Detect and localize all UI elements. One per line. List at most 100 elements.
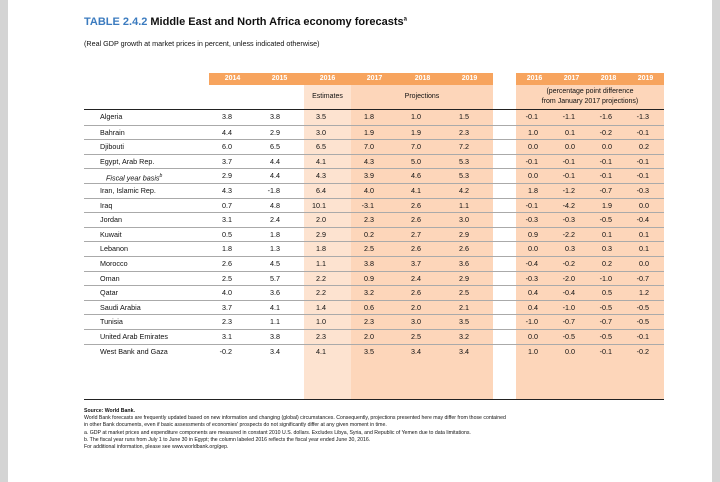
growth-value: 4.6 [411,171,421,181]
table-row: Iraq 0.7 4.8 10.1 -3.1 2.6 1.1 -0.1 -4.2 1.9 0.0 [84,197,664,214]
growth-value: 2.9 [222,171,232,181]
growth-value: 3.8 [364,259,374,268]
growth-value: 1.1 [270,317,280,327]
growth-value: 3.5 [459,317,469,327]
difference-value: 0.4 [528,302,538,312]
growth-value: 5.3 [459,156,469,166]
difference-value: 0.4 [528,288,538,298]
difference-value: -0.5 [636,317,649,327]
country-name: Jordan [100,213,122,228]
table-notes: Source: World Bank. World Bank forecasts… [84,408,664,451]
growth-value: 7.0 [411,142,421,152]
growth-value: 2.0 [364,332,374,341]
table-page: TABLE 2.4.2 Middle East and North Africa … [84,16,664,450]
difference-value: -0.7 [562,317,575,327]
table-row: Morocco 2.6 4.5 1.1 3.8 3.7 3.6 -0.4 -0.2 0.2 0.0 [84,256,664,272]
forecast-table: 2014 2015 2016 2017 2018 2019 2016 2017 2018 201… [84,73,664,400]
difference-value: 0.0 [639,259,649,268]
difference-value: -0.1 [599,156,612,166]
growth-value: 2.9 [316,229,326,239]
difference-value: 0.5 [602,288,612,298]
difference-value: -0.2 [562,259,575,268]
difference-value: 0.0 [565,346,575,356]
note-forecasts-line1: World Bank forecasts are frequently upda… [84,415,506,422]
growth-value: 4.3 [222,186,232,195]
difference-value: -1.3 [636,112,649,121]
growth-value: 3.4 [459,346,469,356]
difference-value: -0.3 [525,215,538,225]
growth-value: 2.6 [411,244,421,254]
projections-label: Projections [404,93,440,100]
country-label: West Bank and Gaza [100,346,168,356]
country-name: West Bank and Gaza [100,345,168,360]
growth-value: 3.1 [222,332,232,341]
difference-value: -4.2 [562,200,575,210]
table-row: Saudi Arabia 3.7 4.1 1.4 0.6 2.0 2.1 0.4 -1.0 -0.… [84,299,664,316]
year-header-left: 2019 [461,75,478,82]
growth-value: 1.8 [222,244,232,254]
difference-value: -1.0 [599,273,612,283]
growth-value: 4.2 [459,186,469,195]
difference-value: -0.1 [636,127,649,137]
difference-value: 0.0 [602,142,612,152]
difference-value: 0.1 [639,229,649,239]
growth-value: 3.8 [270,332,280,341]
growth-value: 4.3 [364,156,374,166]
growth-value: 1.5 [459,112,469,121]
growth-value: 4.4 [222,127,232,137]
growth-value: 3.0 [411,317,421,327]
country-label: Algeria [100,112,123,121]
difference-value: -0.5 [599,332,612,341]
growth-value: 3.8 [270,112,280,121]
difference-value: 0.0 [528,171,538,181]
difference-value: 0.0 [528,332,538,341]
growth-value: 2.4 [270,215,280,225]
difference-value: -0.1 [599,346,612,356]
year-header-right: 2016 [526,75,543,82]
difference-value: -2.2 [562,229,575,239]
table-row: West Bank and Gaza -0.2 3.4 4.1 3.5 3.4 3.4 1.0… [84,343,664,360]
year-header-right: 2018 [600,75,617,82]
year-header-left: 2015 [271,75,288,82]
growth-value: 4.3 [316,171,326,181]
difference-value: 0.1 [602,229,612,239]
note-forecasts-line2: in other Bank documents, even if basic a… [84,422,387,429]
table-row: Egypt, Arab Rep. 3.7 4.4 4.1 4.3 5.0 5.3 -0.1 -0… [84,153,664,170]
country-label: Lebanon [100,244,128,254]
growth-value: 2.1 [459,302,469,312]
table-number: TABLE 2.4.2 [84,16,148,28]
growth-value: 3.1 [222,215,232,225]
growth-value: 0.9 [364,273,374,283]
table-row: Fiscal year basisb 2.9 4.4 4.3 3.9 4.6 5.3 0.0 -… [84,168,664,184]
header-band-left [209,73,493,85]
growth-value: 2.6 [459,244,469,254]
growth-value: 2.7 [411,229,421,239]
growth-value: 1.0 [316,317,326,327]
country-label: Iraq [100,200,113,210]
bottom-rule [84,399,664,400]
country-name: Morocco [100,257,128,272]
difference-value: 0.0 [639,200,649,210]
difference-value: -0.1 [636,332,649,341]
growth-value: 3.7 [222,302,232,312]
difference-value: 1.2 [639,288,649,298]
growth-value: 3.8 [222,112,232,121]
difference-value: -0.3 [562,215,575,225]
growth-value: 6.5 [316,142,326,152]
growth-value: 2.3 [316,332,326,341]
growth-value: 3.5 [316,112,326,121]
difference-value: -0.4 [525,259,538,268]
country-name: Tunisia [100,315,123,330]
country-name: Iraq [100,199,112,214]
growth-value: 4.0 [222,288,232,298]
header-rule [84,109,664,110]
note-b: b. The fiscal year runs from July 1 to J… [84,436,371,443]
growth-value: 1.4 [316,302,326,312]
growth-value: 1.9 [411,127,421,137]
country-name: Oman [100,272,120,287]
difference-value: 1.9 [602,200,612,210]
growth-value: 10.1 [312,200,326,210]
difference-value: -0.5 [599,215,612,225]
year-header-left: 2016 [319,75,336,82]
table-row: Tunisia 2.3 1.1 1.0 2.3 3.0 3.5 -1.0 -0.7 -0.7 -0.… [84,314,664,330]
